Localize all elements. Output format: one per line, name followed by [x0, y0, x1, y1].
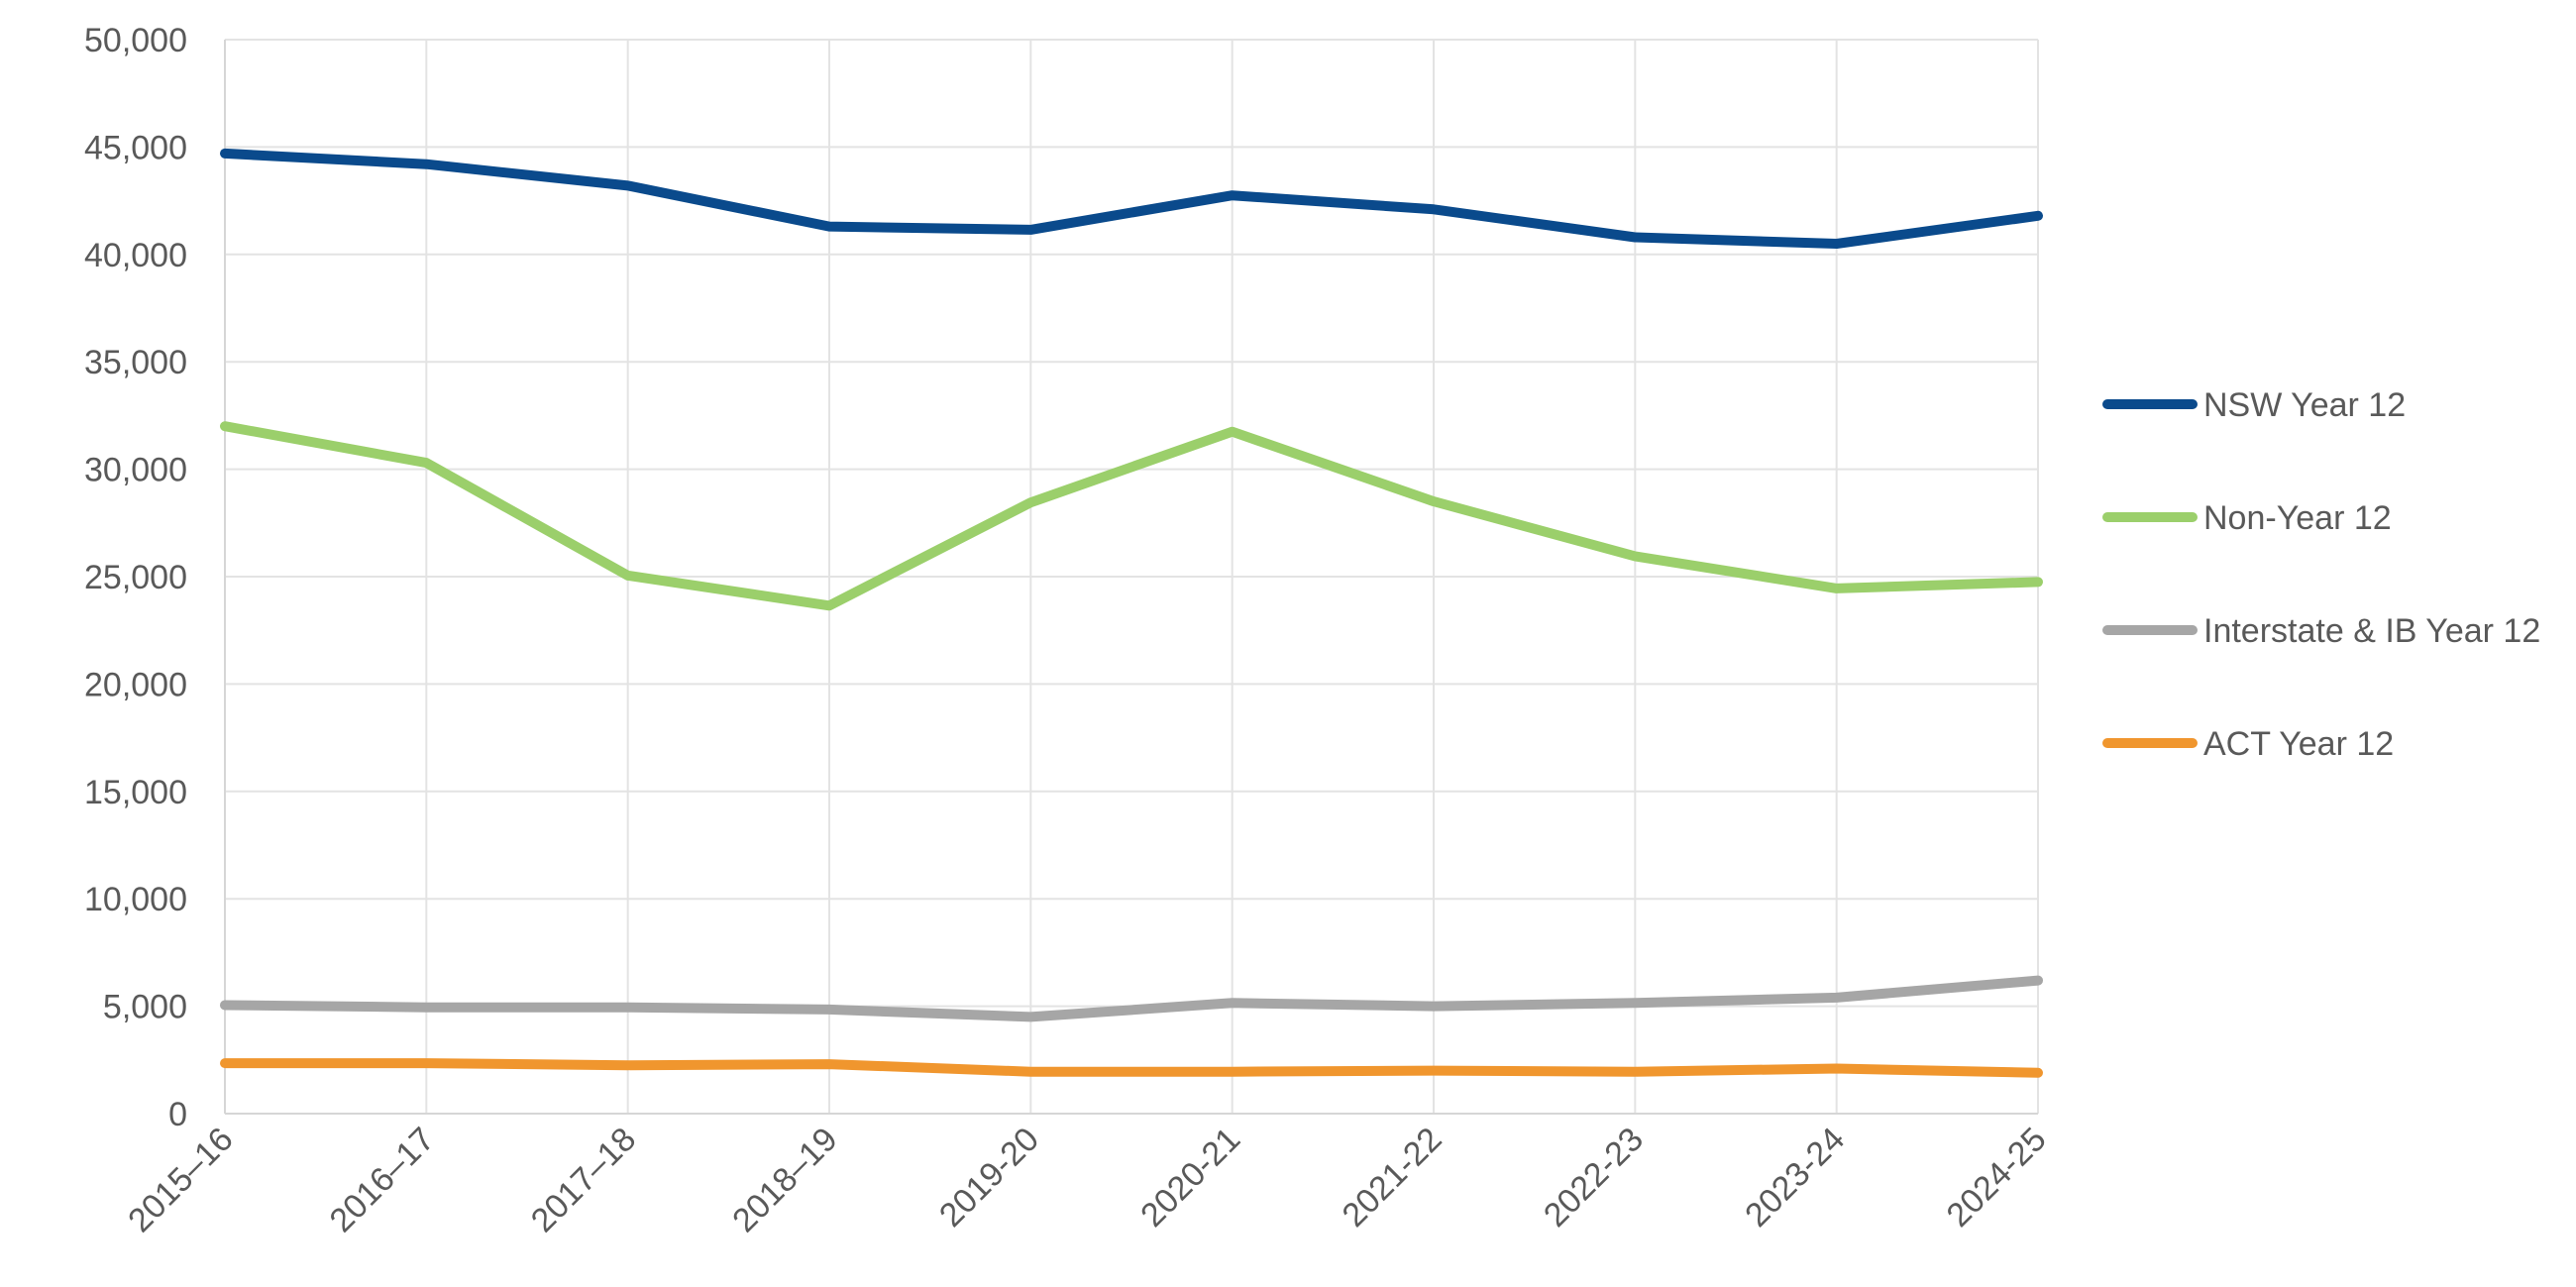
series-line-0	[220, 148, 2043, 249]
y-tick-label: 0	[168, 1096, 187, 1133]
x-tick-label: 2022-23	[1537, 1121, 1651, 1234]
y-tick-label: 10,000	[84, 881, 187, 918]
x-tick-labels: 2015–16 2016–17 2017–18 2018–19 2019-20 2020-…	[121, 1121, 2053, 1239]
legend-label: Interstate & IB Year 12	[2203, 612, 2540, 650]
y-tick-labels: 0 5,000 10,000 15,000 20,000 25,000 30,000 35,0…	[84, 22, 187, 1133]
y-tick-label: 5,000	[103, 989, 187, 1026]
y-tick-label: 35,000	[84, 344, 187, 381]
y-tick-label: 15,000	[84, 774, 187, 811]
y-tick-label: 40,000	[84, 237, 187, 274]
axes	[224, 40, 2038, 1115]
legend-label: Non-Year 12	[2203, 499, 2392, 537]
y-tick-label: 50,000	[84, 22, 187, 59]
x-tick-label: 2019-20	[932, 1121, 1046, 1234]
x-tick-label: 2021-22	[1336, 1121, 1449, 1234]
series-lines	[220, 148, 2043, 1078]
x-tick-label: 2016–17	[323, 1121, 442, 1239]
y-tick-label: 25,000	[84, 559, 187, 596]
y-tick-label: 20,000	[84, 666, 187, 703]
series-line-2	[220, 975, 2043, 1022]
y-tick-label: 45,000	[84, 129, 187, 166]
legend: NSW Year 12 Non-Year 12 Interstate & IB Ye…	[2102, 386, 2540, 763]
legend-label: ACT Year 12	[2203, 725, 2394, 763]
series-line-1	[220, 421, 2043, 611]
series-line-3	[220, 1058, 2043, 1078]
x-tick-label: 2024-25	[1940, 1121, 2054, 1234]
legend-label: NSW Year 12	[2203, 386, 2406, 424]
x-tick-label: 2023-24	[1738, 1121, 1852, 1234]
y-tick-label: 30,000	[84, 452, 187, 489]
x-tick-label: 2017–18	[524, 1121, 643, 1239]
x-tick-label: 2018–19	[725, 1121, 844, 1239]
x-tick-label: 2015–16	[121, 1121, 240, 1239]
x-tick-label: 2020-21	[1133, 1121, 1247, 1234]
